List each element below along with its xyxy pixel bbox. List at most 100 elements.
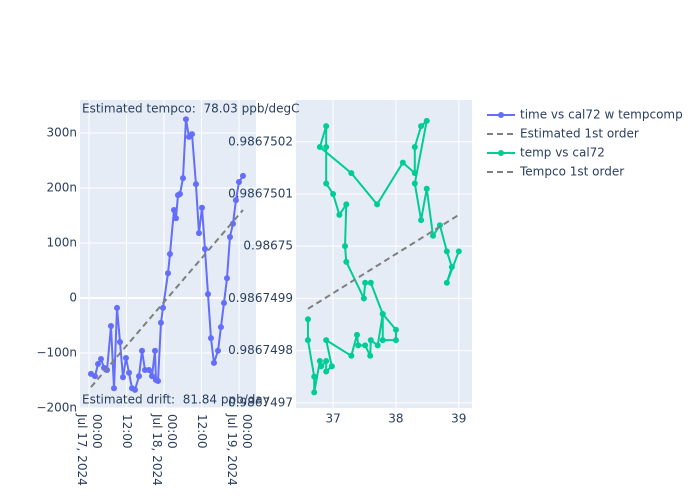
y-tick-label: 0.9867498 — [228, 343, 293, 357]
marker — [125, 369, 132, 376]
legend-label: Estimated 1st order — [520, 127, 639, 141]
x-tick-label: 00:00 — [90, 414, 104, 449]
marker — [122, 354, 129, 361]
y-tick-label: 100n — [46, 236, 77, 250]
marker — [232, 197, 239, 204]
marker — [348, 170, 355, 177]
marker — [97, 356, 104, 363]
marker — [155, 378, 162, 385]
marker — [323, 143, 330, 150]
marker — [223, 275, 230, 282]
marker — [411, 170, 418, 177]
x-tick-label: 37 — [325, 412, 340, 426]
marker — [362, 342, 369, 349]
marker — [362, 279, 369, 286]
x-tick-label: Jul 18, 2024 — [150, 413, 164, 486]
marker — [214, 347, 221, 354]
y-tick-label: 0.9867497 — [228, 395, 293, 409]
y-tick-label: 0 — [69, 291, 77, 305]
marker — [323, 358, 330, 365]
marker — [323, 337, 330, 344]
x-tick-label: 00:00 — [165, 414, 179, 449]
x-tick-label: 39 — [451, 412, 466, 426]
marker — [318, 363, 325, 370]
marker — [95, 361, 102, 367]
marker — [210, 359, 217, 366]
series-line — [90, 209, 244, 388]
marker — [418, 217, 425, 224]
marker — [204, 291, 211, 298]
marker — [195, 230, 202, 237]
marker — [160, 304, 167, 311]
x-tick-label: Jul 19, 2024 — [225, 413, 239, 486]
marker — [379, 311, 386, 318]
marker — [114, 304, 121, 311]
marker — [304, 337, 311, 344]
marker — [220, 299, 227, 306]
y-tick-label: 200n — [46, 181, 77, 195]
marker — [91, 373, 98, 380]
marker — [411, 143, 418, 150]
legend-label: time vs cal72 w tempcomp — [520, 108, 683, 122]
annotation: Estimated drift: 81.84 ppb/day — [82, 393, 270, 407]
marker — [116, 339, 123, 345]
marker — [323, 180, 330, 187]
marker — [149, 373, 156, 380]
marker — [182, 116, 189, 123]
legend-label: temp vs cal72 — [520, 146, 605, 160]
marker — [145, 367, 152, 374]
marker — [430, 232, 437, 239]
marker — [418, 123, 425, 130]
marker — [353, 331, 360, 338]
marker — [343, 201, 350, 208]
x-tick-label: 12:00 — [120, 414, 134, 449]
marker — [311, 389, 318, 396]
marker — [423, 117, 430, 124]
marker — [367, 337, 374, 344]
x-tick-label: 12:00 — [195, 414, 209, 449]
marker — [360, 295, 367, 302]
marker — [172, 215, 179, 222]
y-tick-label: −100n — [36, 346, 77, 360]
marker — [199, 204, 206, 211]
marker — [342, 243, 349, 250]
marker — [423, 185, 430, 192]
marker — [207, 335, 214, 342]
marker — [189, 131, 196, 138]
marker — [239, 172, 246, 179]
marker — [157, 319, 164, 326]
marker — [166, 251, 173, 257]
marker — [235, 178, 242, 185]
marker — [455, 248, 462, 255]
marker — [165, 270, 171, 277]
marker — [311, 373, 318, 380]
marker — [399, 159, 406, 166]
marker — [367, 279, 374, 286]
y-tick-label: 0.9867501 — [228, 186, 293, 200]
legend-label: Tempco 1st order — [519, 165, 624, 179]
marker — [392, 326, 399, 333]
marker — [151, 347, 158, 354]
annotation: Estimated tempco: 78.03 ppb/degC — [82, 102, 300, 116]
marker — [120, 374, 127, 381]
marker — [392, 337, 399, 344]
y-tick-label: 0.9867499 — [228, 291, 293, 305]
marker — [323, 123, 330, 130]
x-tick-label: 00:00 — [240, 414, 254, 449]
marker — [229, 220, 236, 227]
marker — [330, 190, 337, 197]
marker — [179, 175, 186, 182]
y-tick-label: −200n — [36, 401, 77, 415]
marker — [192, 181, 199, 188]
x-tick-label: Jul 17, 2024 — [75, 413, 89, 486]
y-tick-label: 0.98675 — [243, 239, 293, 253]
marker — [343, 258, 350, 265]
marker — [374, 342, 381, 349]
marker — [374, 201, 381, 208]
marker — [170, 207, 177, 213]
y-tick-label: 0.9867502 — [228, 134, 293, 148]
marker — [379, 337, 386, 344]
marker — [226, 233, 233, 240]
marker — [176, 191, 183, 198]
